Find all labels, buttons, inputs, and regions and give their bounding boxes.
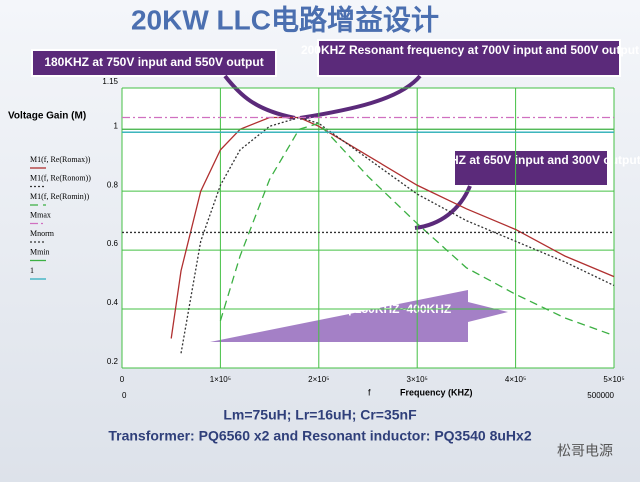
callout-text: 200KHZ Resonant frequency at 700V input … [301,43,639,57]
legend-label: Mmin [30,247,50,256]
y-tick-label: 1 [114,121,119,130]
y-tick-label: 0.6 [107,239,119,248]
arrow [414,185,472,230]
arrow [223,74,296,120]
watermark: 松哥电源 [557,443,613,459]
x-tick-label: 0 [120,375,125,384]
x-end-label: 0 [122,391,127,400]
y-tick-label: 0.8 [107,180,119,189]
range-arrow [210,290,508,342]
y-label: Voltage Gain (M) [8,111,86,122]
y-tick-label: 0.4 [107,298,119,307]
x-tick-label: 1×10⁵ [210,375,231,384]
y-tick-label: 1.15 [102,77,118,86]
legend-label: M1(f, Re(Romin)) [30,192,89,201]
callout [453,149,609,187]
curve [170,116,615,339]
legend-label: Mnorm [30,229,55,238]
chart-title: 20KW LLC电路增益设计 [131,4,439,35]
x-end-label: 500000 [587,391,614,400]
x-label: Frequency (KHZ) [400,387,473,397]
note: Transformer: PQ6560 x2 and Resonant indu… [108,428,531,444]
legend-label: M1(f, Re(Romax)) [30,155,91,164]
legend-label: Mmax [30,210,51,219]
legend-label: 1 [30,266,34,275]
x-tick-label: 2×10⁵ [308,375,329,384]
x-tick-label: 5×10⁵ [603,375,624,384]
curve [180,116,615,354]
callout-text: 180KHZ at 750V input and 550V output [44,55,263,69]
x-tick-label: 3×10⁵ [407,375,428,384]
callout [31,49,277,77]
x-symbol: f [368,387,371,397]
callout [317,39,621,77]
curve [219,122,615,337]
legend-label: M1(f, Re(Ronom)) [30,173,91,182]
x-tick-label: 4×10⁵ [505,375,526,384]
arrow [299,74,422,120]
callout-text: 300KHZ at 650V input and 300V output [421,153,640,167]
note: Lm=75uH; Lr=16uH; Cr=35nF [223,407,417,423]
y-tick-label: 0.2 [107,357,119,366]
